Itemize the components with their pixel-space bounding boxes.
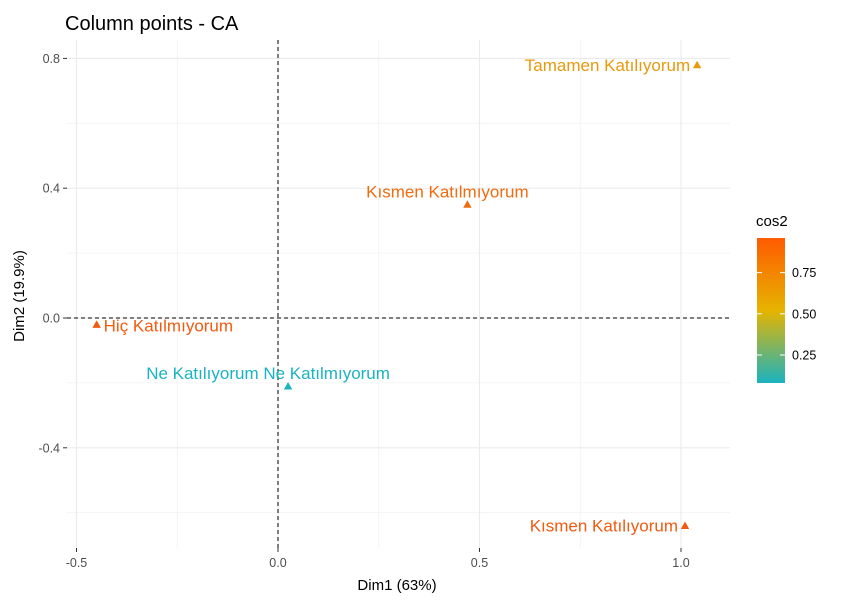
point-marker [283,381,293,390]
y-axis-label: Dim2 (19.9%) [11,250,28,342]
legend: cos2 0.25 0.50 0.75 [756,213,816,383]
point-marker [463,200,472,208]
point-label: Kısmen Katılıyorum [530,517,678,536]
chart-title: Column points - CA [65,13,239,35]
legend-colorbar [757,238,785,383]
x-tick-label: 0.5 [471,556,488,570]
y-tick-label: 0.0 [43,312,60,326]
legend-tick-label: 0.75 [792,266,816,280]
grid [67,40,730,548]
point-label: Ne Katılıyorum Ne Katılmıyorum [146,364,390,383]
legend-tick-label: 0.50 [792,307,816,321]
point-label: Tamamen Katılıyorum [525,56,690,75]
point-marker [680,521,690,530]
legend-ticks: 0.25 0.50 0.75 [757,266,816,362]
point-label: Hiç Katılmıyorum [104,316,233,335]
legend-title: cos2 [756,213,788,230]
point-label: Kısmen Katılmıyorum [366,182,529,201]
point-marker [92,320,101,328]
y-tick-label: 0.8 [43,52,60,66]
legend-tick-label: 0.25 [792,348,816,362]
x-tick-label: 0.0 [269,556,286,570]
x-axis-label: Dim1 (63%) [357,577,436,594]
point-marker [692,60,702,69]
x-tick-label: -0.5 [66,556,88,570]
x-tick-label: 1.0 [672,556,689,570]
data-points: Tamamen Katılıyorum Kısmen Katılmıyorum Hi… [92,56,702,536]
reference-lines [67,40,730,548]
y-tick-label: -0.4 [38,441,60,455]
y-tick-label: 0.4 [43,182,60,196]
x-axis-ticks: -0.5 0.0 0.5 1.0 [66,548,690,570]
y-axis-ticks: -0.4 0.0 0.4 0.8 [38,52,67,455]
